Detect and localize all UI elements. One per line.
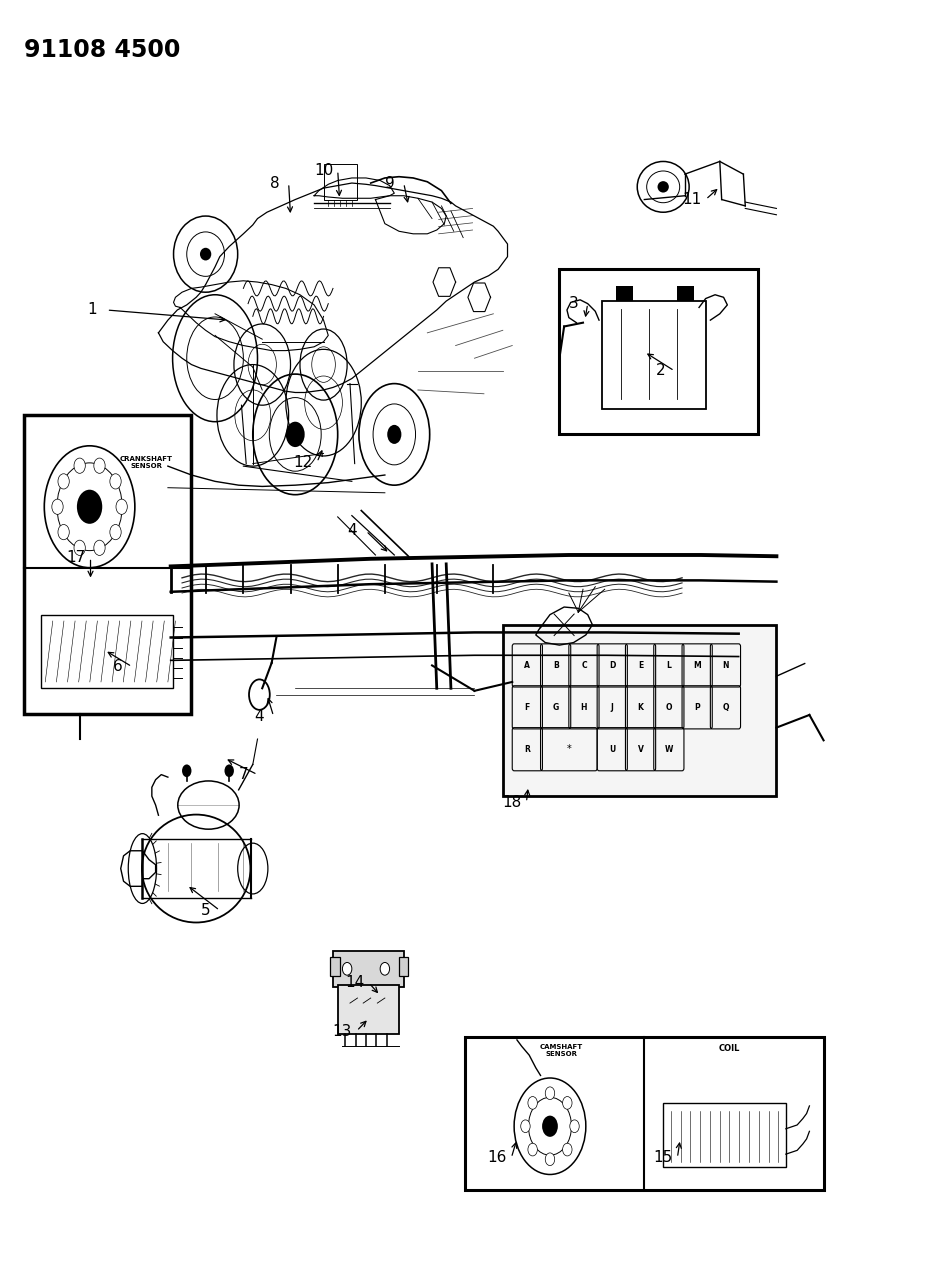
Text: L: L	[666, 660, 671, 669]
Bar	[41, 615, 173, 688]
Text: U: U	[609, 745, 615, 754]
Text: A: A	[525, 660, 530, 669]
Text: CAMSHAFT
SENSOR: CAMSHAFT SENSOR	[540, 1044, 583, 1057]
Text: 91108 4500: 91108 4500	[24, 38, 180, 62]
Bar	[324, 164, 357, 200]
Ellipse shape	[387, 425, 401, 444]
Circle shape	[110, 524, 121, 539]
Text: CRANKSHAFT
SENSOR: CRANKSHAFT SENSOR	[120, 456, 173, 469]
Circle shape	[74, 541, 85, 556]
Text: D: D	[609, 660, 616, 669]
Text: *: *	[567, 745, 571, 755]
Circle shape	[58, 524, 69, 539]
Text: 4: 4	[254, 709, 264, 724]
Ellipse shape	[200, 247, 212, 260]
Circle shape	[58, 474, 69, 490]
Bar	[465, 1038, 824, 1190]
Bar	[333, 951, 403, 987]
Text: E: E	[638, 660, 643, 669]
Circle shape	[563, 1096, 572, 1109]
Circle shape	[94, 541, 105, 556]
Text: C: C	[581, 660, 586, 669]
Text: R: R	[525, 745, 530, 754]
Bar	[503, 625, 776, 796]
Text: B: B	[552, 660, 559, 669]
Bar	[330, 958, 340, 977]
Text: F: F	[525, 703, 530, 711]
Circle shape	[74, 458, 85, 473]
Text: W: W	[664, 745, 673, 754]
Bar	[338, 986, 399, 1034]
Text: 2: 2	[656, 363, 665, 379]
Text: 7: 7	[238, 768, 249, 782]
Bar	[24, 416, 192, 714]
Bar	[663, 1103, 786, 1167]
Text: V: V	[638, 745, 643, 754]
Text: N: N	[722, 660, 729, 669]
Ellipse shape	[658, 181, 669, 193]
Text: 5: 5	[201, 903, 211, 918]
Circle shape	[77, 490, 102, 524]
Text: P: P	[695, 703, 700, 711]
Text: Q: Q	[722, 703, 729, 711]
Text: 14: 14	[345, 975, 364, 991]
Circle shape	[528, 1144, 537, 1156]
Text: 13: 13	[333, 1024, 352, 1039]
Text: 8: 8	[270, 176, 279, 190]
Text: 16: 16	[488, 1150, 507, 1165]
Text: 17: 17	[66, 550, 86, 565]
Text: O: O	[665, 703, 672, 711]
Text: H: H	[581, 703, 587, 711]
Circle shape	[116, 499, 127, 514]
Bar	[399, 958, 408, 977]
Text: G: G	[552, 703, 559, 711]
Text: COIL: COIL	[718, 1044, 740, 1053]
Text: 11: 11	[682, 193, 701, 207]
Circle shape	[528, 1096, 537, 1109]
Circle shape	[182, 765, 192, 778]
Circle shape	[381, 963, 390, 975]
Text: 12: 12	[293, 455, 312, 469]
Bar	[678, 286, 695, 301]
Circle shape	[52, 499, 64, 514]
Text: 18: 18	[503, 796, 522, 810]
Bar	[616, 286, 633, 301]
Text: 6: 6	[113, 659, 122, 674]
Text: M: M	[694, 660, 701, 669]
Text: 1: 1	[87, 302, 97, 317]
Text: K: K	[638, 703, 643, 711]
Circle shape	[521, 1119, 530, 1132]
Circle shape	[343, 963, 352, 975]
Circle shape	[563, 1144, 572, 1156]
Circle shape	[546, 1086, 555, 1099]
Text: 9: 9	[384, 176, 395, 190]
Text: J: J	[611, 703, 614, 711]
Text: 3: 3	[568, 296, 579, 311]
Circle shape	[225, 765, 233, 778]
Ellipse shape	[286, 422, 305, 448]
Circle shape	[546, 1153, 555, 1165]
Bar	[559, 269, 757, 435]
Text: 15: 15	[654, 1150, 673, 1165]
Text: 4: 4	[347, 523, 357, 538]
Circle shape	[569, 1119, 579, 1132]
Bar	[602, 301, 706, 409]
Circle shape	[542, 1116, 558, 1137]
Circle shape	[94, 458, 105, 473]
Circle shape	[110, 474, 121, 490]
Text: 10: 10	[314, 163, 333, 177]
